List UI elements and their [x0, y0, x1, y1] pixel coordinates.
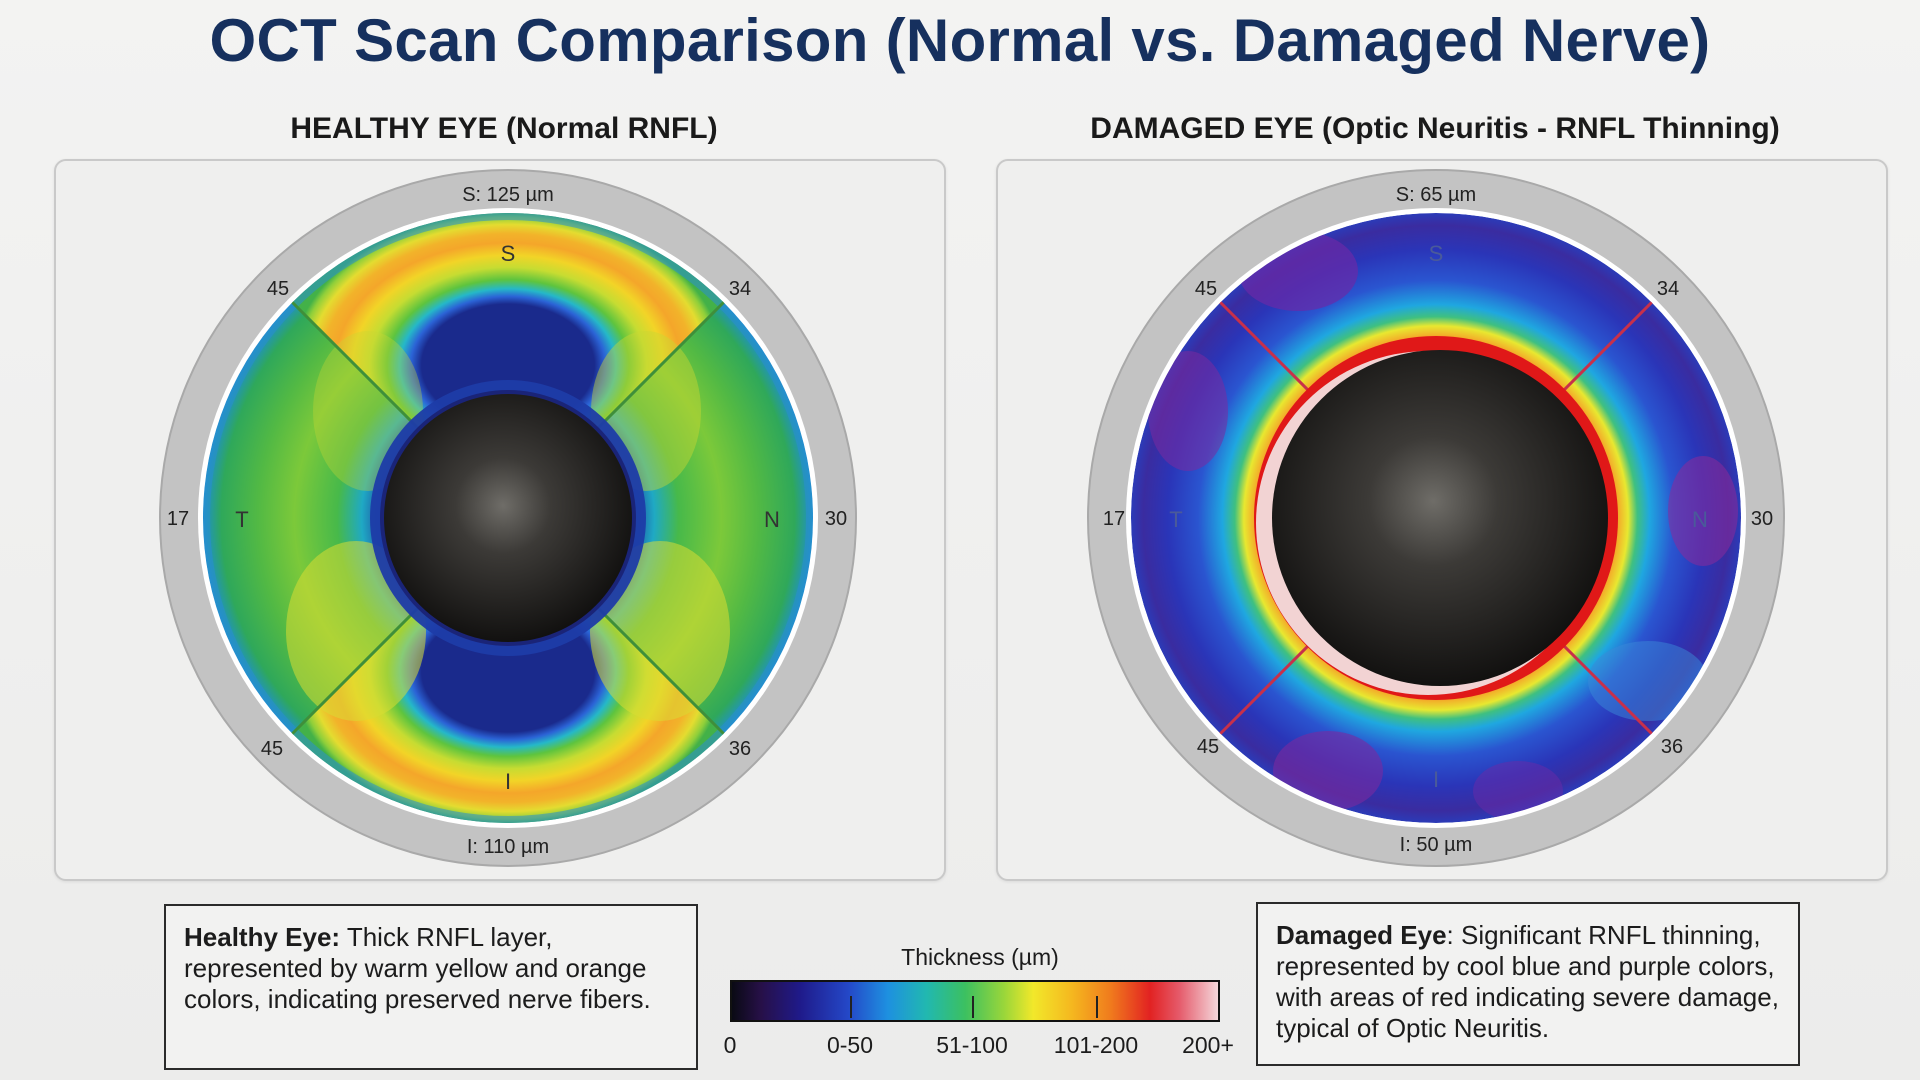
damaged-scan-panel: S: 65 µm I: 50 µm 17 30 45 34 45 36 S I … — [996, 159, 1888, 881]
damaged-oct-map: S: 65 µm I: 50 µm 17 30 45 34 45 36 S I … — [1087, 169, 1785, 867]
damaged-temporal-value: 17 — [1103, 508, 1125, 530]
healthy-panel-heading: HEALTHY EYE (Normal RNFL) — [290, 112, 718, 145]
healthy-inferior-sector — [292, 518, 724, 823]
healthy-label-i: I — [505, 769, 511, 794]
healthy-upper-left-value: 45 — [267, 278, 289, 300]
damaged-description: Damaged Eye: Significant RNFL thinning, … — [1256, 902, 1800, 1066]
healthy-sector-lines — [290, 300, 726, 736]
healthy-optic-disc — [384, 394, 632, 642]
healthy-description-label: Healthy Eye: — [184, 922, 341, 952]
thickness-legend: Thickness (µm) 0 0-50 51-100 101-200 200… — [720, 940, 1240, 1060]
damaged-label-s: S — [1429, 241, 1444, 266]
legend-label-0-50: 0-50 — [826, 1032, 874, 1058]
healthy-label-t: T — [235, 507, 248, 532]
legend-tick — [972, 996, 974, 1018]
legend-label-51-100: 51-100 — [936, 1032, 1008, 1058]
healthy-temporal-value: 17 — [167, 508, 189, 530]
damaged-description-text: : Significant RNFL thinning, represented… — [1276, 920, 1779, 1043]
healthy-superior-sector — [292, 213, 724, 518]
damaged-inferior-value: I: 50 µm — [1400, 834, 1473, 856]
damaged-lower-left-value: 45 — [1197, 736, 1219, 758]
healthy-oct-map: S: 125 µm I: 110 µm 17 30 45 34 45 36 S … — [159, 169, 857, 867]
damaged-label-t: T — [1169, 507, 1182, 532]
healthy-nasal-value: 30 — [825, 508, 847, 530]
legend-tick — [1096, 996, 1098, 1018]
healthy-description-text: Thick RNFL layer, represented by warm ye… — [184, 922, 651, 1014]
damaged-upper-right-value: 34 — [1657, 278, 1679, 300]
legend-label-200-plus: 200+ — [1182, 1032, 1234, 1058]
healthy-lower-right-value: 36 — [729, 738, 751, 760]
healthy-label-s: S — [501, 241, 516, 266]
damaged-upper-left-value: 45 — [1195, 278, 1217, 300]
healthy-inferior-value: I: 110 µm — [467, 836, 549, 858]
healthy-lower-left-value: 45 — [261, 738, 283, 760]
healthy-scan-panel: S: 125 µm I: 110 µm 17 30 45 34 45 36 S … — [54, 159, 946, 881]
damaged-lower-right-value: 36 — [1661, 736, 1683, 758]
legend-tick — [850, 996, 852, 1018]
healthy-label-n: N — [764, 507, 780, 532]
damaged-description-label: Damaged Eye — [1276, 920, 1447, 950]
damaged-label-i: I — [1433, 767, 1439, 792]
legend-title: Thickness (µm) — [901, 944, 1059, 970]
legend-label-101-200: 101-200 — [1053, 1032, 1139, 1058]
damaged-sector-lines — [1218, 300, 1654, 736]
healthy-description: Healthy Eye: Thick RNFL layer, represent… — [164, 904, 698, 1070]
legend-color-bar — [730, 980, 1220, 1022]
damaged-superior-value: S: 65 µm — [1396, 184, 1476, 206]
damaged-label-n: N — [1692, 507, 1708, 532]
damaged-optic-disc — [1272, 350, 1608, 686]
healthy-upper-right-value: 34 — [729, 278, 751, 300]
legend-label-0: 0 — [723, 1032, 737, 1058]
page-title: OCT Scan Comparison (Normal vs. Damaged … — [209, 7, 1711, 74]
damaged-panel-heading: DAMAGED EYE (Optic Neuritis - RNFL Thinn… — [1090, 112, 1780, 145]
damaged-nasal-value: 30 — [1751, 508, 1773, 530]
healthy-superior-value: S: 125 µm — [462, 184, 554, 206]
